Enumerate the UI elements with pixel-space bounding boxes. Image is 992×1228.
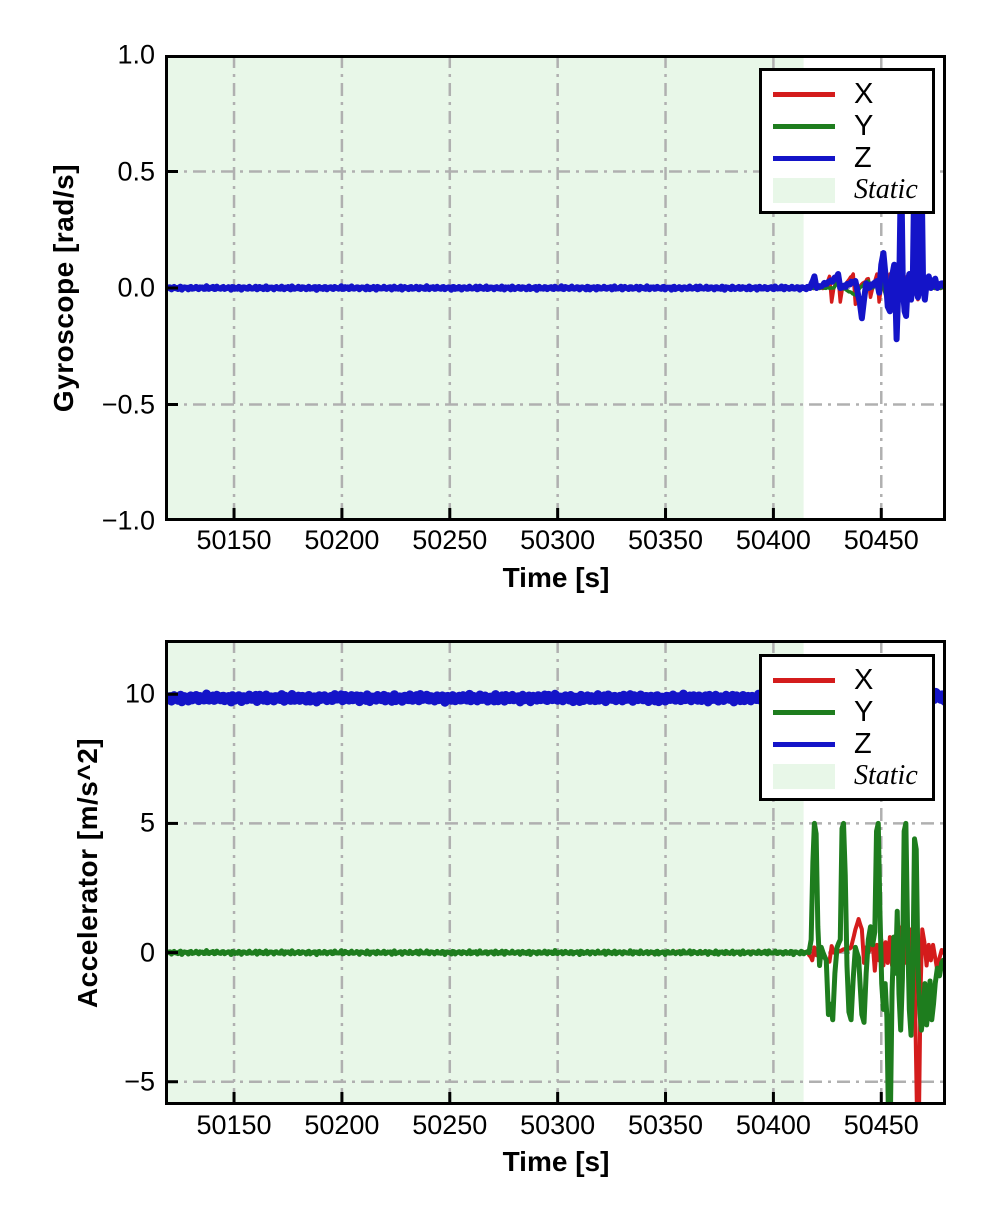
y-tick-label: −5 <box>124 1066 155 1097</box>
legend-label-y: Y <box>854 695 874 728</box>
y-tick-label: 10 <box>124 678 155 709</box>
legend-label-z: Z <box>854 727 872 760</box>
x-tick-label: 50400 <box>735 1110 811 1140</box>
x-series-swatch <box>773 677 835 683</box>
x-tick-label: 50300 <box>520 525 596 555</box>
y-tick-label: 0 <box>139 937 155 968</box>
gyroscope-x-axis-label: Time [s] <box>502 562 610 593</box>
y-tick-label: 0.5 <box>117 156 155 186</box>
legend-item-y: Y <box>773 110 928 142</box>
accelerator-plot-area <box>165 640 946 1105</box>
static-region <box>165 640 804 1105</box>
x-tick-label: 50300 <box>520 1110 596 1140</box>
plot-frame <box>165 640 946 1105</box>
x-tick-label: 50200 <box>304 525 380 555</box>
legend-label-y: Y <box>854 109 874 142</box>
gyroscope-y-axis-label: Gyroscope [rad/s] <box>48 163 79 413</box>
z-series-swatch <box>773 155 835 161</box>
accelerator-series-y <box>165 820 946 1105</box>
legend-item-x: X <box>773 664 928 696</box>
y-tick-label: 1.0 <box>117 39 155 70</box>
legend-label-static: Static <box>854 760 918 791</box>
legend-item-static: Static <box>773 760 928 792</box>
plot-frame <box>165 55 946 521</box>
legend-label-x: X <box>854 77 874 110</box>
gyroscope-svg <box>165 55 946 521</box>
accelerator-svg <box>165 640 946 1105</box>
legend-item-z: Z <box>773 728 928 760</box>
static-region-swatch <box>773 177 835 203</box>
gyroscope-legend: X Y Z Static <box>759 68 935 214</box>
legend-item-z: Z <box>773 142 928 174</box>
accelerator-y-axis-label: Accelerator [m/s^2] <box>72 737 103 1009</box>
x-tick-label: 50250 <box>412 1110 488 1140</box>
x-tick-label: 50150 <box>196 525 272 555</box>
legend-item-static: Static <box>773 174 928 206</box>
y-tick-label: −1.0 <box>101 505 155 536</box>
legend-item-y: Y <box>773 696 928 728</box>
static-region-swatch <box>773 763 835 789</box>
x-tick-label: 50350 <box>627 1110 704 1140</box>
y-series-swatch <box>773 709 835 715</box>
x-tick-label: 50200 <box>304 1110 380 1140</box>
y-tick-label: 5 <box>139 807 155 838</box>
x-tick-label: 50250 <box>412 525 488 555</box>
x-tick-label: 50350 <box>627 525 704 555</box>
y-tick-label: −0.5 <box>101 389 155 419</box>
legend-label-z: Z <box>854 141 872 174</box>
x-tick-label: 50150 <box>196 1110 272 1140</box>
gyroscope-plot-area <box>165 55 946 521</box>
y-series-swatch <box>773 123 835 129</box>
accelerator-x-axis-label: Time [s] <box>502 1146 610 1177</box>
x-tick-label: 50450 <box>843 525 919 555</box>
series-lines <box>165 156 946 343</box>
legend-label-static: Static <box>854 174 918 205</box>
gyroscope-series-z <box>165 156 946 343</box>
legend-label-x: X <box>854 663 874 696</box>
x-tick-label: 50400 <box>735 525 811 555</box>
legend-item-x: X <box>773 78 928 110</box>
x-tick-label: 50450 <box>843 1110 919 1140</box>
y-tick-label: 0.0 <box>117 272 155 303</box>
z-series-swatch <box>773 741 835 747</box>
x-series-swatch <box>773 91 835 97</box>
accelerator-legend: X Y Z Static <box>759 654 935 801</box>
